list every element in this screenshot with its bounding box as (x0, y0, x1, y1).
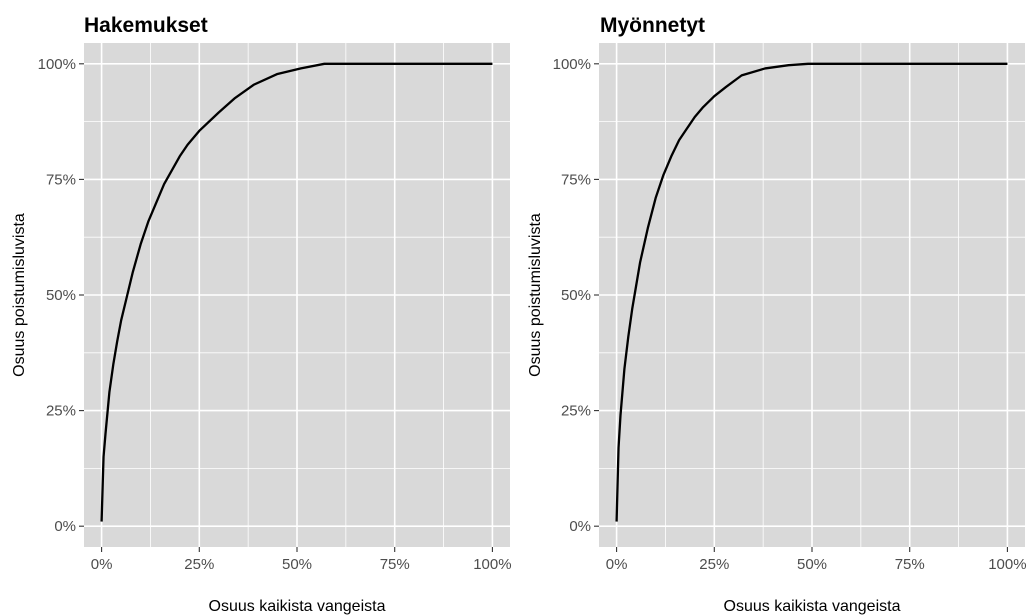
x-tick-label: 0% (91, 556, 113, 573)
y-tick-label: 50% (46, 287, 76, 304)
y-axis-title: Osuus poistumisluvista (527, 213, 544, 377)
y-tick-label: 50% (561, 287, 591, 304)
chart-title: Myönnetyt (600, 14, 705, 37)
y-tick-label: 0% (54, 518, 76, 535)
y-tick-label: 75% (561, 171, 591, 188)
y-tick-label: 0% (569, 518, 591, 535)
x-tick-label: 100% (988, 556, 1026, 573)
y-tick-label: 25% (561, 403, 591, 420)
y-tick-label: 75% (46, 171, 76, 188)
x-tick-label: 50% (282, 556, 312, 573)
x-tick-label: 50% (797, 556, 827, 573)
chart-panel-1: 0% 25% 50% 75% 100% 0% 25% 50% 75% 100% Hakemukset… (11, 14, 512, 615)
x-axis-title: Osuus kaikista vangeista (724, 598, 901, 615)
x-tick-label: 75% (895, 556, 925, 573)
y-tick-label: 100% (38, 56, 76, 73)
x-tick-label: 100% (473, 556, 511, 573)
x-tick-label: 0% (606, 556, 628, 573)
x-tick-label: 25% (699, 556, 729, 573)
series-line (615, 62, 1008, 522)
chart-title: Hakemukset (84, 14, 208, 37)
series-line (100, 62, 493, 522)
chart-panel-2: 0% 25% 50% 75% 100% 0% 25% 50% 75% 100% Myönnetyt O… (527, 14, 1027, 615)
y-axis-title: Osuus poistumisluvista (11, 213, 28, 377)
y-tick-label: 100% (553, 56, 591, 73)
y-tick-label: 25% (46, 403, 76, 420)
x-axis-title: Osuus kaikista vangeista (209, 598, 386, 615)
x-tick-label: 25% (184, 556, 214, 573)
x-tick-label: 75% (380, 556, 410, 573)
